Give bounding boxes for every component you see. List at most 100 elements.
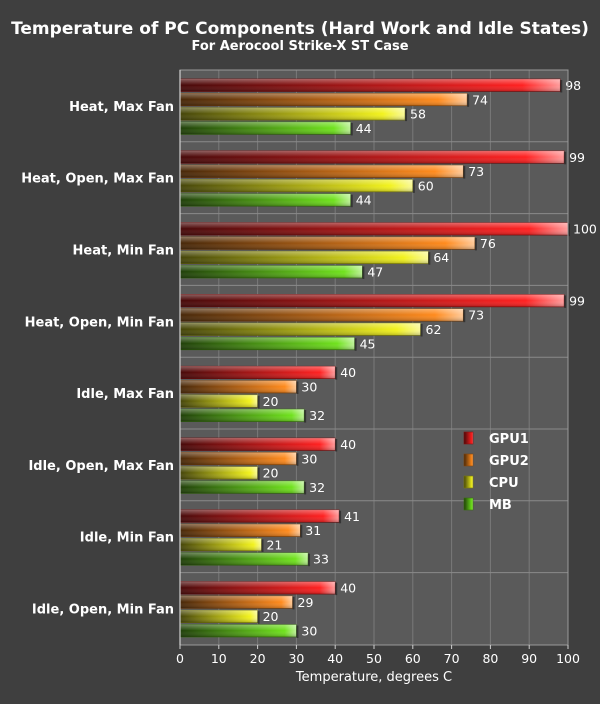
bar-highlight (180, 366, 336, 379)
bar-highlight (180, 394, 258, 408)
bar-shadow (257, 611, 260, 624)
bar-highlight (180, 323, 421, 336)
data-label: 74 (472, 92, 488, 107)
bar-shadow (335, 582, 338, 596)
bar-shadow (362, 266, 365, 279)
bar-shadow (350, 194, 353, 208)
bar-shadow (304, 410, 307, 423)
bar-highlight (180, 380, 297, 393)
data-label: 45 (360, 336, 376, 351)
bar-shadow (463, 309, 466, 323)
legend-swatch-gpu2 (463, 453, 474, 467)
x-tick-label: 80 (482, 651, 498, 666)
bar-highlight (180, 552, 309, 566)
data-label: 32 (309, 480, 325, 495)
data-label: 73 (468, 164, 484, 179)
category-label: Idle, Max Fan (76, 387, 174, 402)
bar-highlight (180, 150, 565, 164)
bar-highlight (180, 222, 568, 236)
data-label: 40 (340, 365, 356, 380)
bar-shadow (560, 80, 563, 93)
data-label: 29 (298, 595, 314, 610)
x-axis-label: Temperature, degrees C (295, 670, 452, 685)
bar-highlight (180, 193, 351, 207)
chart-subtitle: For Aerocool Strike-X ST Case (191, 39, 408, 54)
bar-highlight (180, 165, 464, 178)
data-label: 30 (301, 624, 317, 639)
bar-highlight (180, 79, 561, 92)
legend-swatch-mb (463, 497, 474, 511)
bar-shadow (474, 237, 477, 251)
bar-shadow (564, 295, 567, 308)
bars: Heat, Max Fan 98 74 58 44 Heat, Open, Max Fan… (21, 78, 597, 639)
bar-highlight (180, 581, 336, 595)
x-tick-label: 70 (444, 651, 460, 666)
bar-shadow (428, 252, 431, 265)
x-tick-label: 100 (556, 651, 580, 666)
x-tick-label: 40 (327, 651, 343, 666)
chart-title: Temperature of PC Components (Hard Work … (11, 19, 589, 39)
legend: GPU1 GPU2 CPU MB (463, 431, 529, 513)
legend-label-gpu2: GPU2 (489, 454, 529, 469)
data-label: 76 (480, 236, 496, 251)
bar-shadow (261, 539, 264, 552)
bar-shadow (296, 381, 299, 394)
legend-swatch-cpu (463, 475, 474, 489)
bar-shadow (420, 324, 423, 337)
category-label: Heat, Min Fan (73, 244, 174, 259)
data-label: 21 (266, 537, 282, 552)
data-label: 33 (313, 552, 329, 567)
x-tick-label: 20 (250, 651, 266, 666)
bar-highlight (180, 452, 297, 465)
data-label: 32 (309, 408, 325, 423)
category-label: Heat, Max Fan (69, 100, 174, 115)
bar-highlight (180, 121, 351, 135)
bar-shadow (339, 510, 342, 524)
data-label: 20 (263, 394, 279, 409)
bar-shadow (304, 481, 307, 495)
bar-highlight (180, 466, 258, 480)
bar-shadow (467, 94, 470, 107)
data-label: 98 (565, 78, 581, 93)
x-tick-label: 30 (288, 651, 304, 666)
x-tick-label: 60 (405, 651, 421, 666)
data-label: 31 (305, 523, 321, 538)
category-label: Idle, Min Fan (80, 531, 174, 546)
data-label: 41 (344, 509, 360, 524)
legend-label-mb: MB (489, 498, 512, 513)
data-label: 73 (468, 308, 484, 323)
bar-highlight (180, 438, 336, 451)
bar-shadow (257, 467, 260, 481)
data-label: 44 (356, 121, 372, 136)
legend-label-cpu: CPU (489, 476, 519, 491)
x-tick-label: 50 (366, 651, 382, 666)
data-label: 99 (569, 293, 585, 308)
bar-shadow (412, 180, 415, 193)
bar-shadow (308, 553, 311, 567)
bar-highlight (180, 538, 262, 551)
bar-highlight (180, 610, 258, 623)
bar-shadow (350, 122, 353, 136)
data-label: 20 (263, 466, 279, 481)
data-label: 30 (301, 451, 317, 466)
bar-shadow (296, 625, 299, 638)
data-label: 62 (426, 322, 442, 337)
data-label: 40 (340, 437, 356, 452)
bar-highlight (180, 337, 355, 350)
bar-highlight (180, 624, 297, 637)
bar-highlight (180, 251, 429, 264)
bar-shadow (405, 108, 408, 122)
bar-highlight (180, 265, 363, 278)
data-label: 64 (433, 250, 449, 265)
axes: 0 10 20 30 40 50 60 70 80 90 100 (176, 69, 580, 666)
bar-highlight (180, 93, 468, 106)
bar-highlight (180, 294, 565, 307)
bar-shadow (296, 453, 299, 466)
category-label: Heat, Open, Max Fan (21, 172, 174, 187)
category-label: Heat, Open, Min Fan (25, 315, 174, 330)
bar-shadow (564, 151, 567, 165)
bar-shadow (292, 596, 295, 610)
legend-label-gpu1: GPU1 (489, 432, 529, 447)
